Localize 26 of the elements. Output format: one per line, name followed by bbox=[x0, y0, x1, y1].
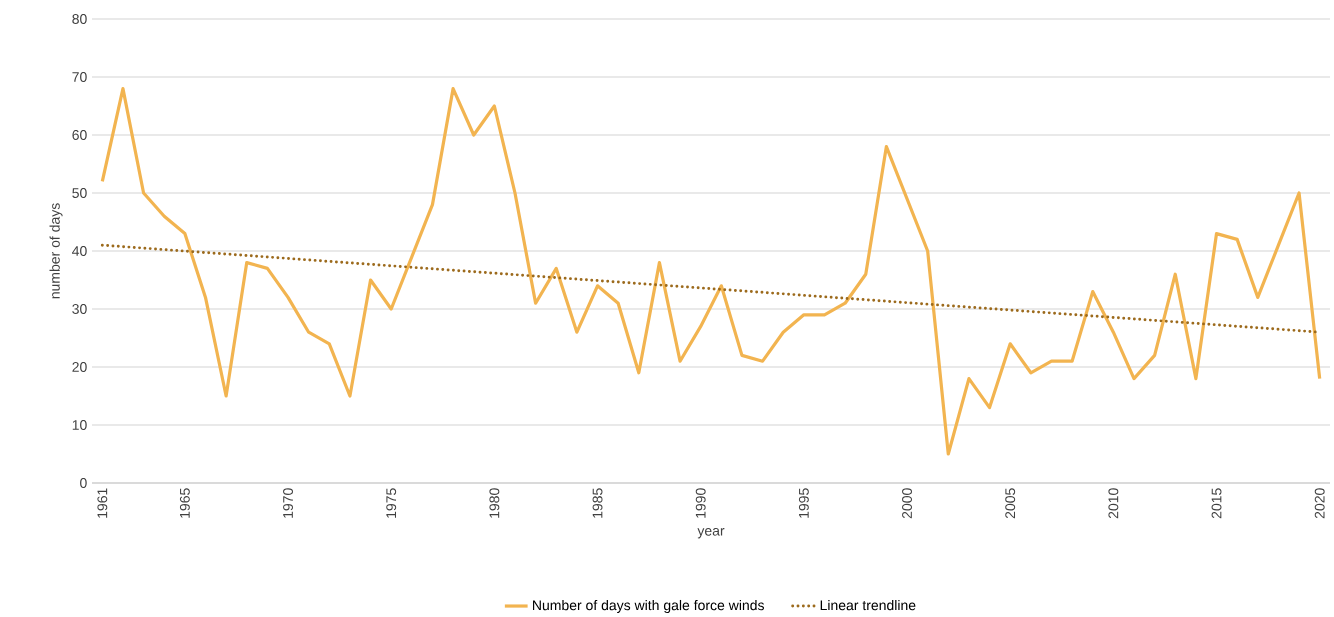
x-tick-label: 1990 bbox=[695, 488, 706, 518]
y-tick-label: 10 bbox=[72, 419, 87, 430]
x-tick-label: 2020 bbox=[1314, 488, 1325, 518]
x-tick-label: 1961 bbox=[97, 488, 108, 518]
y-tick-label: 70 bbox=[72, 71, 87, 82]
y-tick-label: 0 bbox=[80, 477, 87, 488]
y-tick-label: 80 bbox=[72, 13, 87, 24]
y-tick-label: 60 bbox=[72, 129, 87, 140]
x-tick-label: 1995 bbox=[798, 488, 809, 518]
legend-label: Number of days with gale force winds bbox=[533, 599, 764, 613]
y-tick-label: 20 bbox=[72, 361, 87, 372]
x-axis-title: year bbox=[697, 527, 725, 539]
y-tick-label: 50 bbox=[72, 187, 87, 198]
legend-label: Linear trendline bbox=[820, 599, 916, 611]
x-tick-label: 1965 bbox=[179, 488, 190, 518]
x-tick-label: 1980 bbox=[489, 488, 500, 518]
x-tick-label: 2005 bbox=[1005, 488, 1016, 518]
y-tick-label: 30 bbox=[72, 303, 87, 314]
y-tick-label: 40 bbox=[72, 245, 87, 256]
x-tick-label: 1970 bbox=[283, 488, 293, 518]
x-tick-label: 1985 bbox=[592, 488, 603, 518]
x-tick-label: 2015 bbox=[1211, 488, 1222, 518]
x-tick-label: 2010 bbox=[1108, 488, 1119, 518]
x-tick-label: 1975 bbox=[386, 488, 397, 518]
x-tick-label: 2000 bbox=[902, 488, 912, 518]
y-axis-title: number of days bbox=[49, 203, 63, 299]
